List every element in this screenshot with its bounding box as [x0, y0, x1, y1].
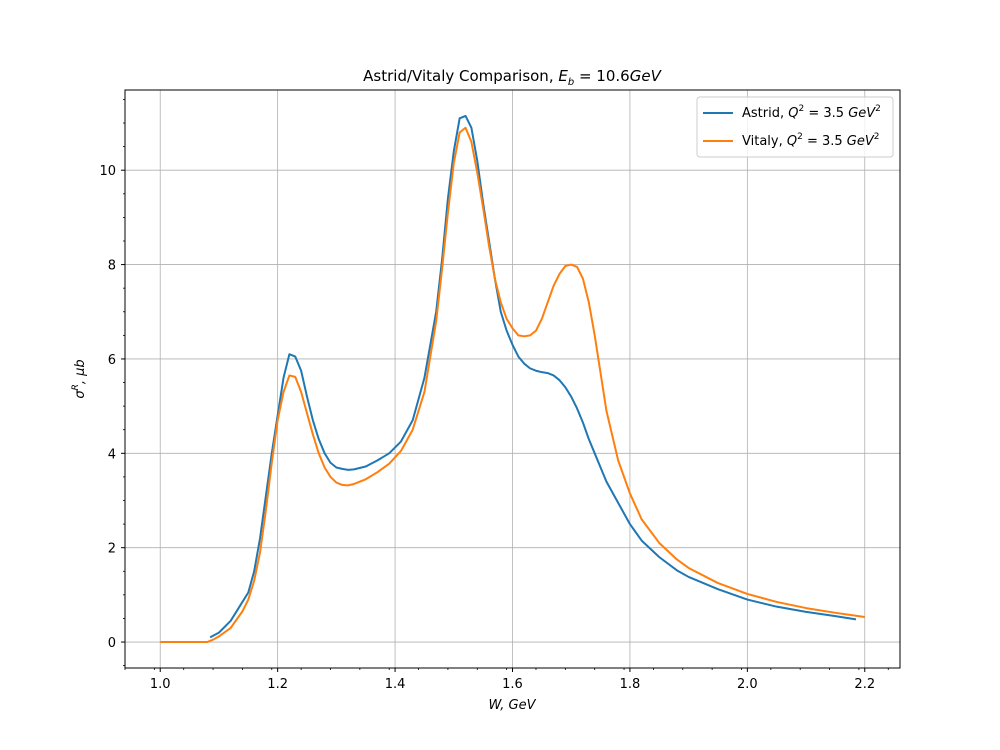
- y-tick-label: 8: [108, 259, 116, 274]
- legend: Astrid, Q2 = 3.5 GeV2 Vitaly, Q2 = 3.5 G…: [696, 96, 894, 158]
- grid-lines: [125, 90, 900, 668]
- x-tick-label: 2.0: [737, 677, 758, 692]
- axis-ticks: [121, 99, 889, 672]
- x-tick-label: 1.0: [150, 677, 171, 692]
- legend-label-astrid: Astrid, Q2 = 3.5 GeV2: [742, 104, 881, 121]
- series-line-0: [209, 114, 857, 639]
- legend-label-vitaly: Vitaly, Q2 = 3.5 GeV2: [742, 132, 880, 149]
- legend-box: [696, 96, 894, 158]
- chart-title: Astrid/Vitaly Comparison, Eb = 10.6GeV: [363, 67, 662, 88]
- y-tick-label: 6: [108, 353, 116, 368]
- y-tick-label: 0: [108, 636, 116, 651]
- series-layer: [160, 114, 865, 644]
- y-tick-label: 2: [108, 542, 116, 557]
- x-tick-label: 2.2: [854, 677, 875, 692]
- y-axis-label: σR, μb: [71, 359, 88, 398]
- y-tick-label: 10: [99, 164, 116, 179]
- x-axis-label: W, GeV: [488, 698, 536, 713]
- y-tick-label: 4: [108, 447, 116, 462]
- series-line-1: [160, 126, 865, 644]
- x-tick-label: 1.2: [267, 677, 288, 692]
- x-tick-label: 1.4: [385, 677, 406, 692]
- x-tick-label: 1.6: [502, 677, 523, 692]
- y-axis-label-group: σR, μb: [71, 359, 88, 398]
- x-tick-label: 1.8: [620, 677, 641, 692]
